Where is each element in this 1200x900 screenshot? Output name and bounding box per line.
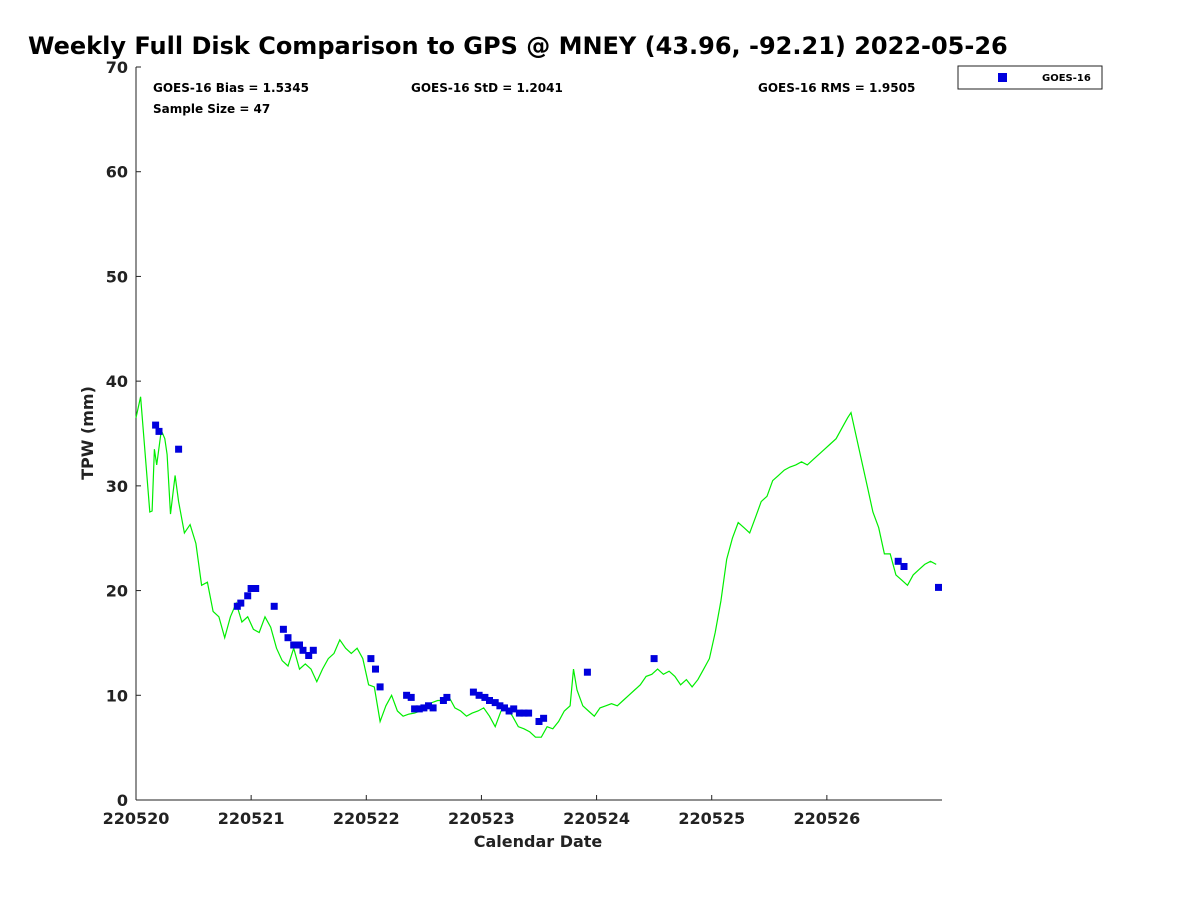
x-tick-label: 220520: [103, 809, 170, 828]
goes16-point: [443, 693, 451, 701]
goes16-point: [525, 709, 533, 717]
gps-line-layer: [135, 396, 937, 738]
goes16-point: [535, 718, 543, 725]
goes16-point: [155, 427, 163, 435]
goes16-point: [309, 646, 317, 654]
goes16-point: [279, 625, 287, 633]
x-tick-label: 220525: [678, 809, 745, 828]
goes16-point: [496, 702, 504, 710]
goes16-point: [540, 714, 548, 722]
y-tick-label: 70: [106, 58, 128, 77]
goes16-point: [296, 641, 303, 649]
stat-rms: GOES-16 RMS = 1.9505: [758, 81, 915, 95]
y-tick-label: 40: [106, 372, 128, 391]
y-tick-label: 30: [106, 477, 128, 496]
y-tick-label: 10: [106, 686, 128, 705]
plot-frame: [136, 67, 942, 800]
goes16-point: [407, 693, 415, 701]
goes16-point: [244, 592, 252, 600]
goes16-point: [429, 704, 437, 712]
goes16-point: [299, 646, 307, 654]
goes16-point: [501, 704, 508, 712]
goes16-point: [237, 599, 245, 607]
goes16-point: [284, 634, 292, 642]
goes16-point: [411, 705, 419, 713]
legend-marker-goes16: [998, 73, 1007, 82]
goes16-point: [372, 665, 379, 673]
goes16-point: [290, 641, 298, 649]
goes16-point: [583, 668, 591, 676]
goes16-point: [469, 688, 477, 696]
stat-std: GOES-16 StD = 1.2041: [411, 81, 563, 95]
goes16-point: [650, 655, 658, 663]
goes16-point: [894, 557, 902, 565]
chart-title: Weekly Full Disk Comparison to GPS @ MNE…: [28, 32, 1008, 60]
x-tick-label: 220526: [793, 809, 860, 828]
y-tick-label: 50: [106, 267, 128, 286]
y-tick-label: 60: [106, 163, 128, 182]
legend-label-goes16: GOES-16: [1042, 73, 1091, 84]
goes16-point: [520, 709, 528, 717]
y-tick-label: 20: [106, 582, 128, 601]
goes16-point: [486, 697, 493, 704]
goes16-point: [505, 707, 513, 715]
goes16-point: [415, 705, 423, 713]
goes16-point: [900, 563, 908, 570]
goes16-point: [252, 585, 260, 592]
goes16-point: [420, 704, 428, 712]
goes16-points-layer: [152, 421, 942, 725]
y-tick-label: 0: [117, 791, 128, 810]
goes16-point: [425, 702, 432, 710]
x-ticks: 220520 220521 220522 220523 220524 220525 2205…: [103, 795, 860, 828]
goes16-point: [270, 602, 278, 610]
goes16-point: [367, 655, 375, 663]
y-ticks: 0 10 20 30 40 50 60 70: [106, 58, 141, 810]
legend-box: [957, 65, 1103, 90]
x-axis-label: Calendar Date: [474, 832, 603, 851]
goes16-point: [481, 693, 489, 701]
goes16-point: [175, 445, 183, 453]
y-axis-label: TPW (mm): [78, 386, 97, 480]
goes16-point: [515, 709, 523, 717]
goes16-point: [403, 691, 411, 699]
stat-sample-size: Sample Size = 47: [153, 102, 270, 116]
gps-tpw-line: [135, 396, 937, 738]
goes16-point: [305, 652, 313, 659]
plot-area: 0 10 20 30 40 50 60 70 220520 220521 220522 220523…: [103, 58, 942, 828]
goes16-point: [152, 421, 160, 429]
x-tick-label: 220523: [448, 809, 515, 828]
x-tick-label: 220522: [333, 809, 400, 828]
goes16-point: [491, 699, 499, 707]
x-tick-label: 220521: [218, 809, 285, 828]
stats-annotations: GOES-16 Bias = 1.5345 GOES-16 StD = 1.20…: [153, 81, 915, 116]
goes16-point: [510, 705, 518, 713]
stat-bias: GOES-16 Bias = 1.5345: [153, 81, 309, 95]
goes16-point: [935, 583, 942, 591]
goes16-point: [376, 683, 384, 691]
goes16-point: [475, 691, 483, 699]
goes16-point: [247, 585, 255, 592]
x-tick-label: 220524: [563, 809, 630, 828]
legend: GOES-16: [957, 65, 1103, 90]
